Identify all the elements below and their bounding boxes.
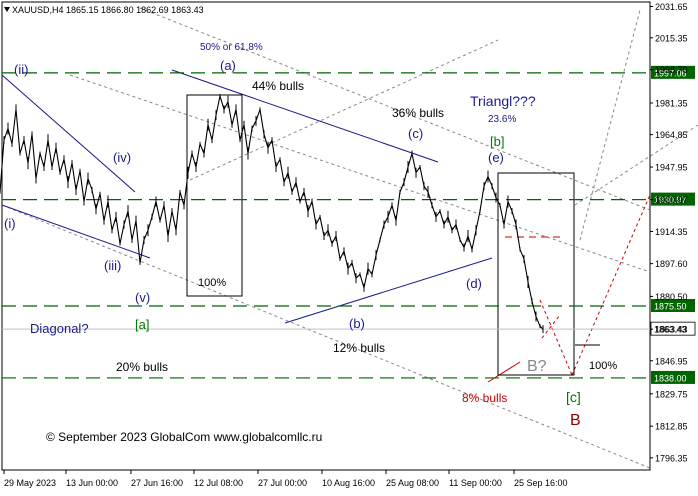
y-tick-label: 2031.65 (655, 2, 688, 12)
y-tick-label: 1846.95 (655, 356, 688, 366)
x-tick-label: 11 Sep 00:00 (449, 478, 502, 488)
annotation-21: B? (527, 358, 547, 375)
x-tick-label: 27 Jul 00:00 (258, 478, 307, 488)
annotation-26: © September 2023 GlobalCom www.globalcom… (46, 430, 322, 444)
x-tick-label: 27 Jun 16:00 (131, 478, 183, 488)
y-tick-label: 2015.35 (655, 33, 688, 43)
y-tick-label: 1947.95 (655, 163, 688, 173)
diagonal-lower-line (1, 204, 151, 259)
annotation-8: (a) (220, 58, 236, 73)
level-tag-0 (651, 65, 695, 79)
x-tick-label: 12 Jul 08:00 (194, 478, 243, 488)
y-tick-label: 1914.35 (655, 227, 688, 237)
y-tick-label: 1796.35 (655, 453, 688, 463)
x-tick-label: 10 Aug 16:00 (322, 478, 375, 488)
level-tag-1 (651, 192, 695, 206)
level-label-2: 1875.50 (654, 302, 687, 312)
x-tick-label: 29 May 2023 (4, 478, 56, 488)
y-tick-label: 1964.85 (655, 130, 688, 140)
annotation-2: (i) (4, 216, 16, 231)
annotation-13: 20% bulls (116, 360, 168, 374)
projection-line-right (579, 9, 641, 241)
annotation-20: (d) (466, 276, 482, 291)
annotation-22: 100% (589, 360, 617, 372)
annotation-5: [a] (135, 317, 149, 332)
symbol-info: XAUUSD,H4 1865.15 1866.80 1862.69 1863.4… (12, 5, 204, 15)
projection-line-top (574, 124, 698, 206)
annotation-3: (iii) (104, 258, 121, 273)
annotation-11: (b) (349, 316, 365, 331)
annotation-7: 50% or 61.8% (200, 42, 263, 53)
plot-area (1, 1, 651, 471)
annotation-14: 36% bulls (392, 106, 444, 120)
annotation-24: [c] (566, 389, 581, 405)
wave-a-box (186, 94, 243, 297)
y-tick-label: 1998.70 (655, 65, 688, 75)
projection-down-red (539, 299, 573, 376)
x-tick-label: 13 Jun 00:00 (66, 478, 118, 488)
y-tick-label: 1863.43 (655, 325, 688, 335)
wave-c-box (497, 172, 575, 376)
annotation-10: 100% (198, 277, 226, 289)
level-tag-2 (651, 299, 695, 313)
level-label-3: 1838.00 (654, 373, 687, 383)
annotation-19: (e) (488, 150, 504, 165)
x-tick-label: 25 Sep 16:00 (514, 478, 568, 488)
annotation-0: (ii) (14, 62, 28, 77)
triangle-lower-line (284, 257, 493, 324)
y-tick-label: 1930.97 (655, 195, 688, 205)
y-tick-label: 1880.50 (655, 292, 688, 302)
y-tick-label: 1812.85 (655, 422, 688, 432)
diagonal-upper-line (1, 74, 136, 193)
symbol-triangle-icon (4, 7, 10, 12)
y-tick-label: 1897.60 (655, 259, 688, 269)
channel-lower-line (1, 204, 651, 469)
projection-line-up (189, 39, 499, 181)
annotation-12: 12% bulls (333, 341, 385, 355)
annotation-25: B (570, 412, 581, 429)
annotation-1: (iv) (113, 150, 131, 165)
level-tag-3 (651, 370, 695, 384)
annotation-15: (c) (408, 126, 423, 141)
y-tick-label: 1981.35 (655, 98, 688, 108)
y-tick-label: 1829.75 (655, 389, 688, 399)
level-label-0: 1997.06 (654, 68, 687, 78)
channel-upper-line (139, 7, 651, 211)
annotation-17: 23.6% (488, 114, 516, 125)
annotation-16: Triangl??? (470, 93, 536, 109)
channel-mid-line (69, 74, 651, 273)
annotation-6: Diagonal? (30, 321, 89, 336)
triangle-upper-line (171, 69, 439, 163)
annotation-4: (v) (135, 290, 150, 305)
current-price-label: 1863.43 (654, 325, 687, 335)
projection-small-red (541, 314, 561, 339)
level-label-1: 1930.97 (654, 195, 687, 205)
x-tick-label: 25 Aug 08:00 (386, 478, 439, 488)
bulls-pointer-line (487, 361, 521, 383)
annotation-9: 44% bulls (252, 79, 304, 93)
annotation-18: [b] (490, 134, 504, 149)
annotation-23: 8% bulls (462, 391, 507, 405)
